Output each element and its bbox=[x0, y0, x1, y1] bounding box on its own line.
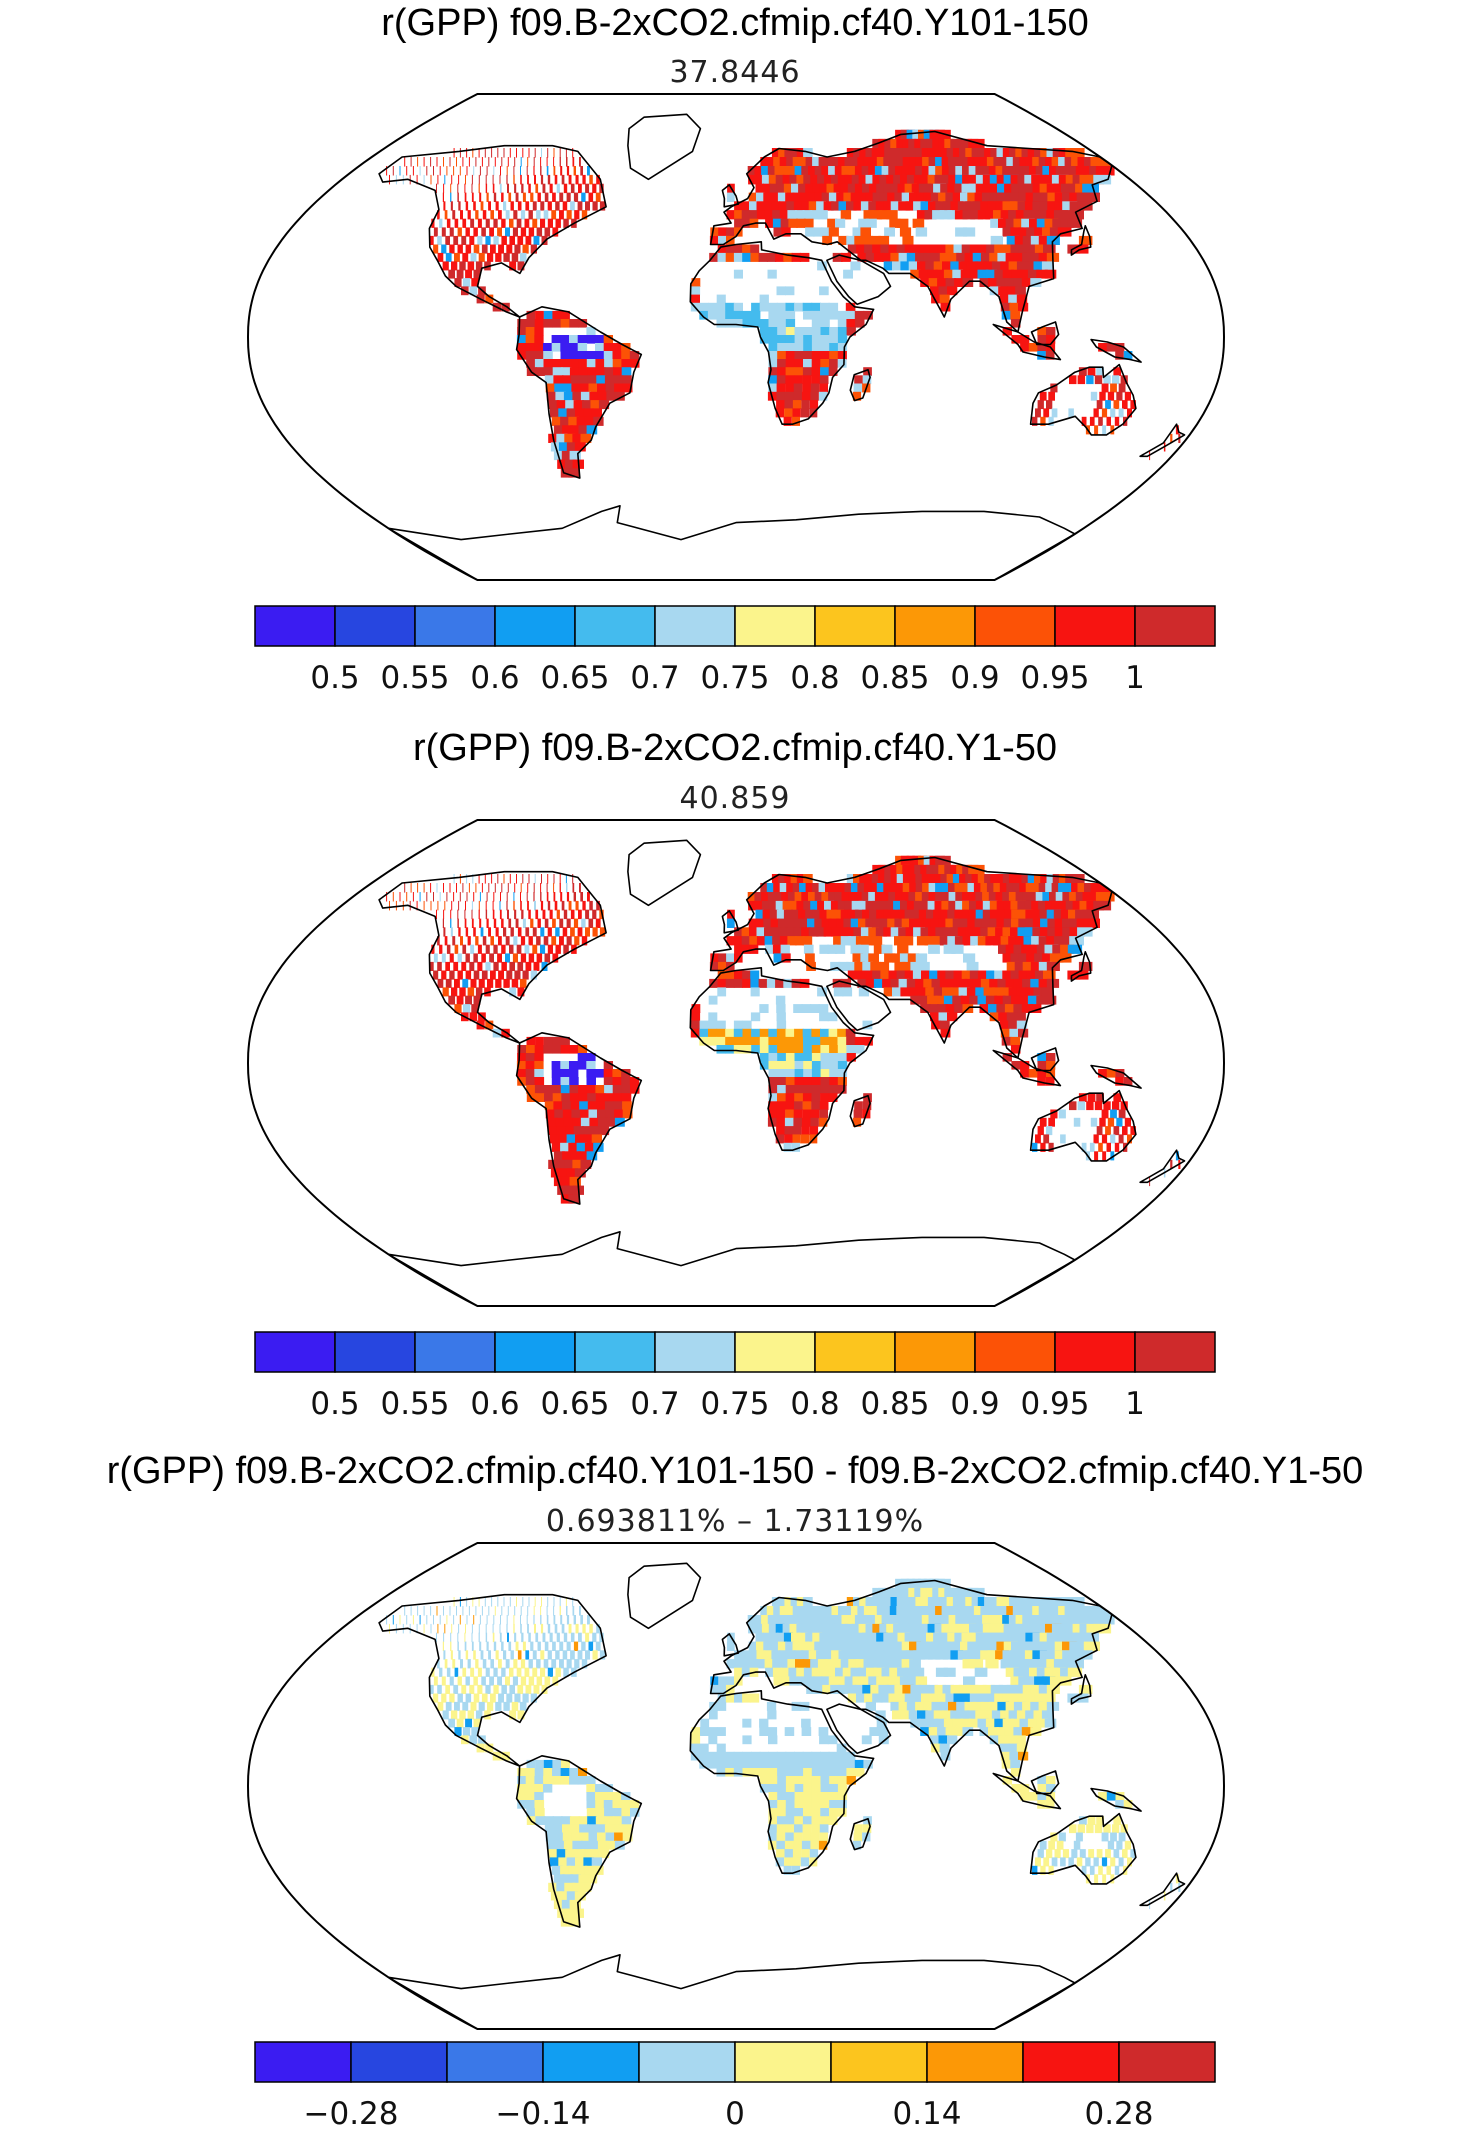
colorbar: 0.5 0.55 0.6 0.65 0.7 0.75 0.8 0.85 0.9 0.95 1 bbox=[254, 1331, 1216, 1420]
colorbar-tick-label: 0.85 bbox=[860, 660, 929, 694]
colorbar-box bbox=[654, 1331, 736, 1373]
colorbar-box bbox=[254, 2041, 352, 2083]
colorbar-box bbox=[334, 1331, 416, 1373]
colorbar-boxes bbox=[254, 2041, 1216, 2083]
colorbar-box bbox=[414, 605, 496, 647]
colorbar-box bbox=[1134, 605, 1216, 647]
colorbar-box bbox=[494, 605, 576, 647]
colorbar-box bbox=[1022, 2041, 1120, 2083]
colorbar-tick-label: 0.14 bbox=[892, 2096, 961, 2130]
panel-subtitle: 40.859 bbox=[679, 781, 791, 816]
colorbar-box bbox=[254, 605, 336, 647]
colorbar-box bbox=[814, 605, 896, 647]
colorbar-tick-label: 0.9 bbox=[950, 660, 999, 694]
colorbar-tick-label: 0.5 bbox=[310, 1386, 359, 1420]
colorbar-box bbox=[926, 2041, 1024, 2083]
colorbar-tick-label: 0.95 bbox=[1020, 1386, 1089, 1420]
colorbar-box bbox=[1054, 605, 1136, 647]
colorbar-box bbox=[350, 2041, 448, 2083]
colorbar-box bbox=[654, 605, 736, 647]
colorbar-tick-label: 1 bbox=[1125, 1386, 1145, 1420]
colorbar-box bbox=[542, 2041, 640, 2083]
colorbar-box bbox=[414, 1331, 496, 1373]
world-map bbox=[246, 819, 1226, 1307]
colorbar-box bbox=[830, 2041, 928, 2083]
colorbar-tick-label: 0.85 bbox=[860, 1386, 929, 1420]
panel-subtitle: 37.8446 bbox=[669, 55, 801, 90]
colorbar-tick-label: 0.8 bbox=[790, 660, 839, 694]
colorbar-tick-label: 0.65 bbox=[540, 1386, 609, 1420]
colorbar-box bbox=[254, 1331, 336, 1373]
colorbar-tick-label: 0.6 bbox=[470, 660, 519, 694]
colorbar-tick-label: 0.7 bbox=[630, 1386, 679, 1420]
colorbar-box bbox=[574, 1331, 656, 1373]
colorbar-box bbox=[894, 605, 976, 647]
colorbar-tick-label: 0.9 bbox=[950, 1386, 999, 1420]
colorbar-tick-label: 0.6 bbox=[470, 1386, 519, 1420]
colorbar: 0.5 0.55 0.6 0.65 0.7 0.75 0.8 0.85 0.9 0.95 1 bbox=[254, 605, 1216, 694]
colorbar-box bbox=[446, 2041, 544, 2083]
colorbar-tick-label: 0.55 bbox=[380, 660, 449, 694]
colorbar-tick-label: 0.7 bbox=[630, 660, 679, 694]
panel-title: r(GPP) f09.B-2xCO2.cfmip.cf40.Y101-150 bbox=[381, 2, 1089, 44]
colorbar-tick-label: 0.8 bbox=[790, 1386, 839, 1420]
colorbar-box bbox=[894, 1331, 976, 1373]
colorbar-tick-label: 0.65 bbox=[540, 660, 609, 694]
panel-title: r(GPP) f09.B-2xCO2.cfmip.cf40.Y1-50 bbox=[412, 727, 1058, 769]
colorbar-tick-label: 0.95 bbox=[1020, 660, 1089, 694]
colorbar: −0.28 −0.14 0 0.14 0.28 bbox=[254, 2041, 1216, 2130]
colorbar-box bbox=[494, 1331, 576, 1373]
panel-subtitle: 0.693811% – 1.73119% bbox=[545, 1504, 925, 1539]
colorbar-box bbox=[1118, 2041, 1216, 2083]
colorbar-tick-label: 0.75 bbox=[700, 660, 769, 694]
colorbar-tick-label: −0.28 bbox=[304, 2096, 399, 2130]
colorbar-box bbox=[734, 2041, 832, 2083]
colorbar-box bbox=[1134, 1331, 1216, 1373]
colorbar-box bbox=[638, 2041, 736, 2083]
colorbar-box bbox=[334, 605, 416, 647]
colorbar-boxes bbox=[254, 605, 1216, 647]
colorbar-box bbox=[814, 1331, 896, 1373]
colorbar-tick-label: 0 bbox=[725, 2096, 745, 2130]
colorbar-tick-label: 1 bbox=[1125, 660, 1145, 694]
colorbar-tick-label: 0.75 bbox=[700, 1386, 769, 1420]
colorbar-box bbox=[974, 605, 1056, 647]
colorbar-tick-label: 0.55 bbox=[380, 1386, 449, 1420]
world-map bbox=[246, 1542, 1226, 2030]
colorbar-box bbox=[1054, 1331, 1136, 1373]
colorbar-tick-label: −0.14 bbox=[496, 2096, 591, 2130]
colorbar-boxes bbox=[254, 1331, 1216, 1373]
colorbar-box bbox=[734, 1331, 816, 1373]
colorbar-box bbox=[574, 605, 656, 647]
colorbar-box bbox=[734, 605, 816, 647]
panel-title: r(GPP) f09.B-2xCO2.cfmip.cf40.Y101-150 -… bbox=[106, 1450, 1364, 1492]
colorbar-tick-label: 0.5 bbox=[310, 660, 359, 694]
colorbar-tick-label: 0.28 bbox=[1084, 2096, 1153, 2130]
world-map bbox=[246, 93, 1226, 581]
colorbar-box bbox=[974, 1331, 1056, 1373]
